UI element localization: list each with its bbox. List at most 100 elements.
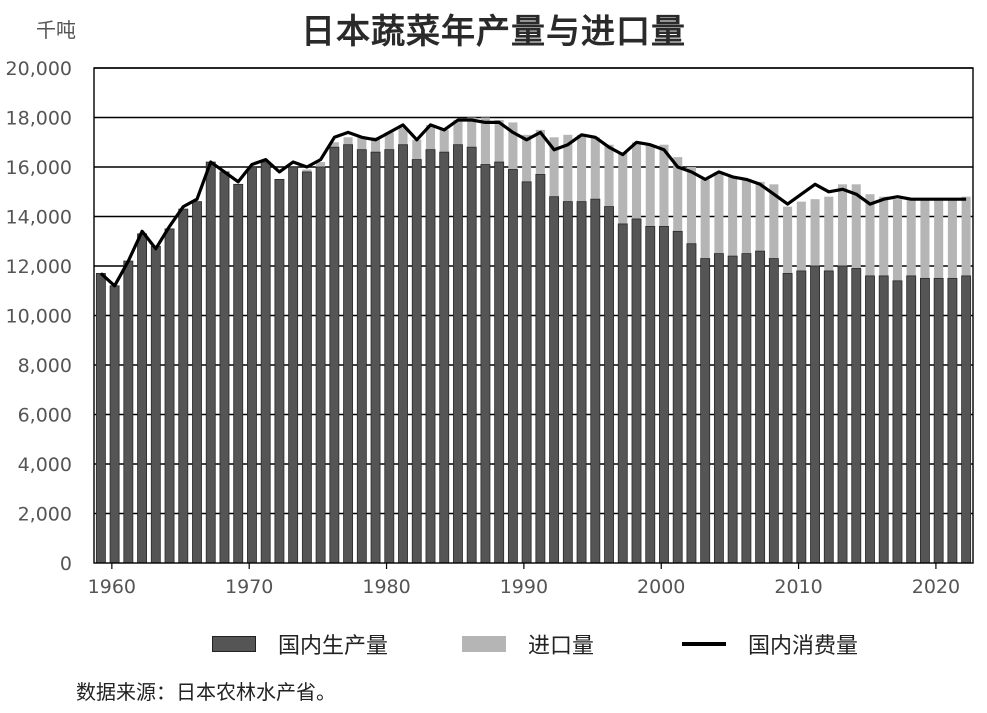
- bar-production-2020: [933, 277, 944, 564]
- bar-imports-1991: [535, 129, 545, 175]
- bar-production-1966: [192, 201, 202, 564]
- bar-production-1973: [288, 166, 299, 564]
- bar-imports-2003: [700, 179, 710, 259]
- bar-imports-1986: [467, 117, 477, 148]
- bar-imports-1984: [439, 129, 449, 153]
- bar-imports-2014: [851, 184, 861, 269]
- bar-production-1962: [137, 233, 148, 564]
- bar-imports-1980: [384, 132, 394, 150]
- bar-imports-1996: [604, 144, 614, 207]
- bar-imports-1987: [480, 117, 490, 165]
- bar-production-2022: [961, 275, 972, 564]
- bar-imports-1976: [329, 142, 339, 148]
- bar-production-2014: [851, 268, 862, 564]
- y-tick-label-1: 2,000: [18, 504, 72, 526]
- y-tick-label-10: 20,000: [6, 58, 72, 80]
- bar-imports-2022: [961, 196, 971, 276]
- bar-production-2018: [906, 275, 917, 564]
- bar-imports-2016: [879, 196, 889, 276]
- bar-production-1992: [549, 196, 560, 564]
- chart-plot: 0 2,000 4,000 6,000 8,000 10,000 12,000 14,000 1…: [6, 58, 974, 598]
- y-tick-label-0: 0: [60, 553, 72, 575]
- bar-production-1975: [315, 166, 326, 564]
- x-tick-label-1: 1970: [225, 576, 273, 598]
- bar-production-2002: [686, 243, 697, 564]
- bar-production-1969: [233, 183, 244, 564]
- legend-item-imports: 进口量: [462, 626, 594, 662]
- bar-imports-2018: [906, 199, 916, 276]
- bar-imports-2007: [755, 181, 765, 252]
- bar-production-1967: [205, 161, 216, 564]
- bar-production-1972: [274, 178, 285, 564]
- bar-imports-1999: [645, 144, 655, 227]
- bar-imports-1982: [412, 139, 422, 160]
- bar-production-2011: [810, 265, 820, 564]
- bar-production-1983: [425, 149, 436, 564]
- bar-production-2006: [741, 253, 752, 564]
- bar-production-1960: [109, 285, 120, 564]
- bar-production-2012: [823, 270, 834, 564]
- bar-production-1994: [576, 201, 587, 564]
- bar-imports-1978: [357, 137, 367, 150]
- bar-imports-1990: [522, 134, 532, 182]
- bar-imports-1992: [549, 137, 559, 197]
- bar-production-2005: [727, 255, 738, 564]
- bar-production-1964: [164, 228, 175, 564]
- bar-imports-1998: [631, 142, 642, 219]
- bar-imports-2008: [769, 184, 779, 259]
- bar-imports-1977: [343, 137, 353, 145]
- legend-swatch-consumption: [682, 642, 726, 646]
- x-tick-label-5: 2010: [774, 576, 822, 598]
- bar-imports-1983: [425, 124, 436, 150]
- bar-production-2000: [659, 225, 669, 564]
- bar-imports-2015: [865, 194, 875, 276]
- bar-production-1998: [631, 218, 642, 564]
- bar-production-1984: [439, 151, 450, 564]
- bar-production-1963: [150, 245, 161, 564]
- bar-production-1971: [260, 161, 271, 564]
- bar-production-2004: [713, 253, 724, 564]
- bar-production-1995: [590, 198, 601, 564]
- bar-imports-2001: [673, 157, 683, 232]
- bar-imports-1981: [398, 127, 408, 145]
- bar-production-1976: [329, 146, 340, 564]
- bar-production-2009: [782, 273, 793, 564]
- legend-label-production: 国内生产量: [278, 634, 389, 659]
- bar-production-1990: [521, 181, 532, 564]
- x-tick-label-4: 2000: [637, 576, 685, 598]
- bar-production-1999: [645, 225, 656, 564]
- bar-production-2003: [700, 258, 711, 564]
- legend-swatch-production: [212, 636, 256, 652]
- bar-imports-2012: [824, 196, 834, 271]
- bar-imports-2010: [796, 201, 806, 271]
- bar-production-1961: [123, 260, 134, 564]
- y-unit-label: 千吨: [36, 18, 76, 42]
- line-consumption: [99, 118, 967, 288]
- bar-production-1980: [384, 149, 395, 564]
- bar-imports-1974: [302, 169, 312, 172]
- y-tick-label-7: 14,000: [6, 207, 72, 229]
- legend: 国内生产量 进口量 国内消费量: [0, 626, 987, 662]
- bar-production-1997: [617, 223, 628, 564]
- bar-imports-1994: [577, 134, 587, 202]
- bar-production-1986: [466, 146, 477, 564]
- bar-production-2021: [947, 277, 958, 564]
- bar-production-1968: [219, 171, 230, 564]
- bar-imports-1979: [371, 137, 381, 153]
- plot-frame: [93, 67, 974, 564]
- bar-imports-2019: [920, 199, 930, 279]
- bar-production-1959: [95, 273, 106, 564]
- x-tick-label-3: 1990: [500, 576, 548, 598]
- chart-title: 日本蔬菜年产量与进口量: [301, 12, 686, 52]
- bar-production-1989: [507, 169, 518, 564]
- y-tick-label-4: 8,000: [18, 355, 72, 377]
- bar-production-2015: [865, 275, 875, 564]
- legend-item-consumption: 国内消费量: [682, 626, 858, 662]
- bar-imports-2011: [810, 199, 820, 266]
- bar-production-1988: [494, 161, 505, 564]
- bar-imports-2009: [783, 206, 793, 274]
- bar-imports-2002: [686, 167, 696, 244]
- legend-label-imports: 进口量: [528, 634, 595, 659]
- bar-production-1982: [411, 159, 422, 564]
- bar-imports-2013: [837, 184, 848, 266]
